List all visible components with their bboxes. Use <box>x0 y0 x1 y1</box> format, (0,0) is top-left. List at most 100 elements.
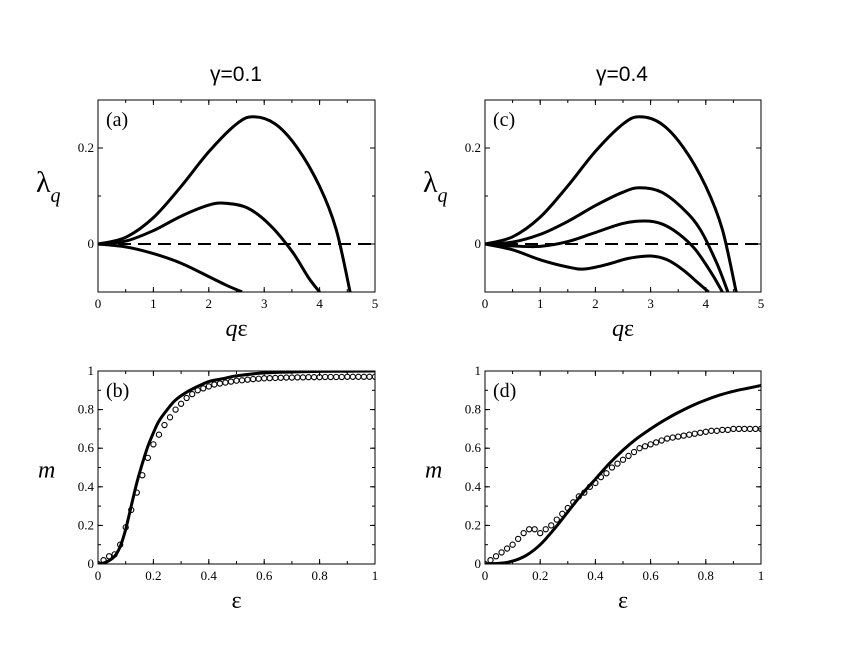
y-tick-label: 0.8 <box>78 402 94 417</box>
data-point <box>520 529 527 537</box>
x-tick-label: 2 <box>206 296 213 311</box>
panel-label: (c) <box>493 109 515 131</box>
data-point <box>498 549 505 556</box>
x-tick-label: 0.6 <box>256 568 273 583</box>
data-point <box>652 439 660 446</box>
series-group <box>98 115 352 292</box>
x-tick-label: 0.2 <box>145 568 161 583</box>
data-point <box>255 375 262 382</box>
data-point <box>222 379 229 386</box>
y-axis-label-lambda: λ <box>36 166 51 199</box>
data-point <box>133 489 140 496</box>
data-point <box>664 435 671 442</box>
x-tick-label: 1 <box>537 296 544 311</box>
data-point <box>277 374 284 381</box>
data-point <box>105 553 113 560</box>
panel-d: 0 0.2 0.4 0.6 0.8 1 0 0.2 0.4 0.6 0.8 1 (d) ε m <box>425 363 764 614</box>
y-tick-label: 0 <box>88 556 95 571</box>
data-point <box>144 454 152 461</box>
y-tick-label: 0.4 <box>78 479 95 494</box>
x-tick-label: 3 <box>647 296 654 311</box>
data-point <box>647 441 654 448</box>
data-point <box>166 414 174 421</box>
series-line-1 <box>485 384 761 564</box>
y-tick-label: 0.6 <box>78 440 95 455</box>
x-axis-label: qε <box>225 316 247 342</box>
data-point <box>183 394 190 402</box>
x-tick-label: 0.6 <box>642 568 659 583</box>
x-axis-label-var: q <box>225 316 237 342</box>
data-point <box>349 373 356 380</box>
x-tick-label: 0 <box>95 568 102 583</box>
data-point <box>177 400 185 407</box>
data-point <box>233 377 240 384</box>
data-point <box>592 479 599 487</box>
panel-label: (b) <box>106 380 129 402</box>
data-point <box>542 526 549 533</box>
data-point <box>360 373 368 380</box>
data-point <box>355 373 362 380</box>
data-point <box>531 526 538 533</box>
series-line-4 <box>485 242 710 292</box>
data-point <box>344 373 351 380</box>
data-point <box>548 522 555 529</box>
x-axis-label: ε <box>618 588 628 614</box>
x-tick-label: 0.2 <box>532 568 548 583</box>
data-point <box>625 452 632 460</box>
series-line-3 <box>485 219 724 292</box>
column-title-left: γ=0.1 <box>210 63 262 86</box>
y-tick-label: 0 <box>475 236 482 251</box>
x-axis-label-sym: ε <box>237 316 247 342</box>
data-point <box>227 378 235 385</box>
y-axis-label: λq <box>423 166 448 207</box>
x-tick-label: 5 <box>372 296 379 311</box>
plot-frame <box>97 99 376 293</box>
x-tick-label: 2 <box>592 296 599 311</box>
x-tick-label: 0 <box>95 296 102 311</box>
y-tick-label: 0.2 <box>465 517 481 532</box>
data-point <box>553 516 560 523</box>
y-tick-label: 0.4 <box>465 479 482 494</box>
data-point <box>603 470 610 477</box>
y-axis-label: λq <box>36 166 61 207</box>
y-tick-label: 0.2 <box>465 140 481 155</box>
data-point <box>299 374 307 381</box>
data-point <box>327 373 334 381</box>
data-point <box>98 560 102 564</box>
y-tick-label: 0.6 <box>465 440 482 455</box>
series-line-1 <box>485 115 738 292</box>
data-point <box>238 377 246 384</box>
x-tick-label: 0.4 <box>587 568 604 583</box>
data-point <box>100 556 107 564</box>
data-point <box>526 526 533 533</box>
data-point <box>702 428 709 435</box>
x-tick-label: 1 <box>758 568 765 583</box>
y-tick-label: 0.2 <box>78 517 94 532</box>
data-point <box>752 425 759 433</box>
data-point <box>586 483 594 490</box>
data-point <box>641 443 649 450</box>
data-point <box>746 425 754 433</box>
data-point <box>614 460 621 467</box>
data-point <box>305 374 312 381</box>
x-tick-label: 4 <box>316 296 323 311</box>
data-point <box>161 421 168 429</box>
data-point <box>708 427 715 434</box>
data-point <box>503 545 511 552</box>
data-point <box>211 381 218 388</box>
y-tick-label: 1 <box>88 363 95 378</box>
series-group <box>485 384 761 564</box>
data-point <box>155 431 163 438</box>
plot-frame <box>97 370 376 565</box>
x-tick-label: 0 <box>482 296 489 311</box>
data-point <box>564 504 571 512</box>
data-point <box>321 373 329 381</box>
data-point <box>333 373 340 381</box>
data-point <box>111 551 118 558</box>
data-point <box>371 373 375 380</box>
data-point <box>266 374 273 382</box>
data-point <box>570 499 577 506</box>
